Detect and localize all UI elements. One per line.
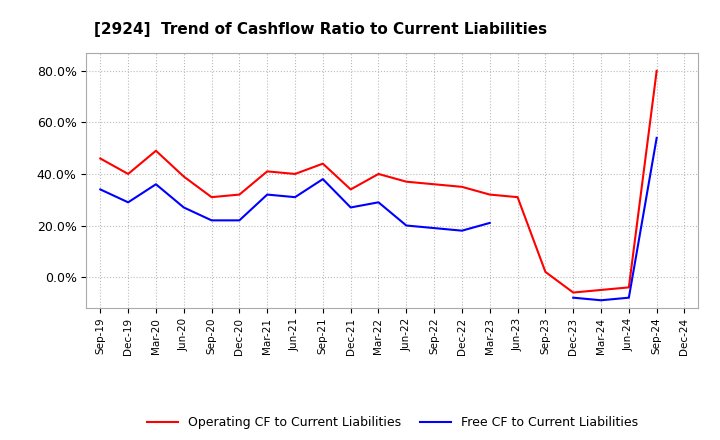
Free CF to Current Liabilities — [458, 228, 467, 233]
Text: [2924]  Trend of Cashflow Ratio to Current Liabilities: [2924] Trend of Cashflow Ratio to Curren… — [94, 22, 546, 37]
Operating CF to Current Liabilities — [124, 171, 132, 176]
Free CF to Current Liabilities — [235, 218, 243, 223]
Free CF to Current Liabilities — [374, 200, 383, 205]
Operating CF to Current Liabilities — [569, 290, 577, 295]
Free CF to Current Liabilities — [96, 187, 104, 192]
Free CF to Current Liabilities — [346, 205, 355, 210]
Line: Free CF to Current Liabilities: Free CF to Current Liabilities — [100, 179, 490, 231]
Operating CF to Current Liabilities — [346, 187, 355, 192]
Free CF to Current Liabilities — [318, 176, 327, 182]
Free CF to Current Liabilities — [430, 225, 438, 231]
Operating CF to Current Liabilities — [235, 192, 243, 197]
Operating CF to Current Liabilities — [458, 184, 467, 190]
Free CF to Current Liabilities — [152, 182, 161, 187]
Line: Operating CF to Current Liabilities: Operating CF to Current Liabilities — [100, 71, 657, 293]
Operating CF to Current Liabilities — [291, 171, 300, 176]
Free CF to Current Liabilities — [263, 192, 271, 197]
Operating CF to Current Liabilities — [624, 285, 633, 290]
Operating CF to Current Liabilities — [597, 287, 606, 293]
Free CF to Current Liabilities — [207, 218, 216, 223]
Operating CF to Current Liabilities — [96, 156, 104, 161]
Operating CF to Current Liabilities — [374, 171, 383, 176]
Operating CF to Current Liabilities — [513, 194, 522, 200]
Operating CF to Current Liabilities — [207, 194, 216, 200]
Operating CF to Current Liabilities — [402, 179, 410, 184]
Operating CF to Current Liabilities — [652, 68, 661, 73]
Operating CF to Current Liabilities — [318, 161, 327, 166]
Operating CF to Current Liabilities — [430, 182, 438, 187]
Operating CF to Current Liabilities — [179, 174, 188, 179]
Operating CF to Current Liabilities — [152, 148, 161, 154]
Operating CF to Current Liabilities — [263, 169, 271, 174]
Free CF to Current Liabilities — [402, 223, 410, 228]
Legend: Operating CF to Current Liabilities, Free CF to Current Liabilities: Operating CF to Current Liabilities, Fre… — [142, 411, 643, 434]
Operating CF to Current Liabilities — [541, 269, 550, 275]
Free CF to Current Liabilities — [124, 200, 132, 205]
Free CF to Current Liabilities — [291, 194, 300, 200]
Operating CF to Current Liabilities — [485, 192, 494, 197]
Free CF to Current Liabilities — [485, 220, 494, 226]
Free CF to Current Liabilities — [179, 205, 188, 210]
